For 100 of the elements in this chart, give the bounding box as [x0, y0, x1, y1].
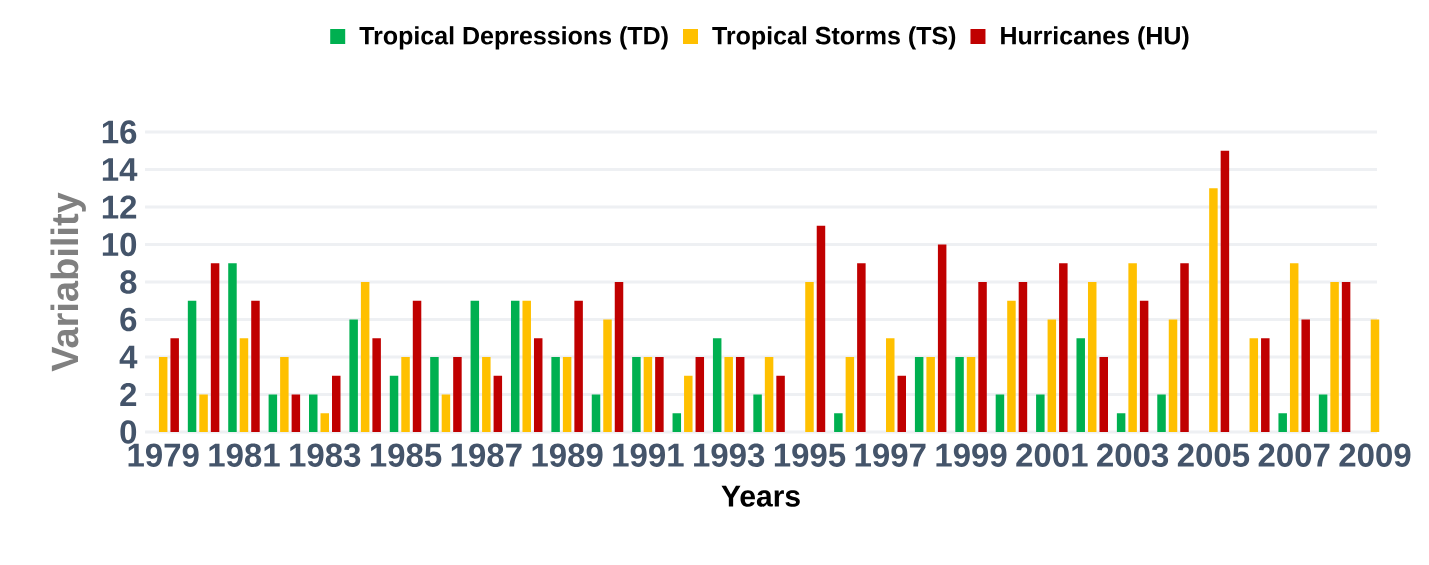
- bar: [1157, 394, 1166, 432]
- bar: [603, 319, 612, 432]
- bar: [320, 413, 329, 432]
- bar: [1076, 338, 1085, 432]
- x-tick-label: 1997: [855, 443, 926, 467]
- x-tick-label: 1993: [694, 443, 765, 467]
- x-axis-title: Years: [721, 485, 800, 507]
- bar: [360, 282, 370, 432]
- bar: [978, 282, 987, 432]
- bar: [672, 413, 682, 432]
- y-axis-title: Variability: [50, 192, 86, 372]
- legend-label: Tropical Storms (TS): [712, 26, 956, 50]
- bar: [1007, 300, 1016, 432]
- bar: [1128, 263, 1137, 432]
- bar: [845, 357, 855, 432]
- bar: [955, 357, 964, 432]
- bar: [412, 300, 422, 432]
- bar: [937, 244, 947, 432]
- bar: [199, 394, 208, 432]
- bar: [897, 375, 907, 432]
- bar: [493, 375, 503, 432]
- x-tick-label: 1979: [128, 443, 199, 467]
- y-tick-label: 8: [120, 270, 137, 294]
- x-tick-label: 1983: [290, 443, 361, 467]
- bar: [914, 357, 924, 432]
- x-tick-label: 2005: [1177, 443, 1250, 467]
- bar: [1330, 282, 1339, 432]
- bar: [430, 357, 439, 432]
- bar: [591, 394, 601, 432]
- bar: [764, 357, 774, 432]
- bar: [1168, 319, 1178, 432]
- bar: [1059, 263, 1068, 432]
- bar: [753, 394, 762, 432]
- y-tick-label: 0: [120, 420, 137, 444]
- x-tick-label: 1999: [936, 443, 1007, 467]
- x-tick-label: 1995: [774, 443, 846, 467]
- bar: [1099, 357, 1108, 432]
- bar: [1341, 282, 1351, 432]
- bar: [562, 357, 572, 432]
- x-tick-label: 2007: [1258, 443, 1330, 467]
- x-tick-label: 1981: [209, 443, 280, 467]
- x-tick-label: 1987: [451, 443, 522, 467]
- bar: [834, 413, 843, 432]
- x-tick-label: 2003: [1097, 443, 1169, 467]
- bar: [482, 357, 491, 432]
- bar: [1047, 319, 1057, 432]
- bar: [574, 300, 583, 432]
- bar: [1087, 282, 1097, 432]
- legend-label: Tropical Depressions (TD): [359, 26, 668, 50]
- bar: [1301, 319, 1310, 432]
- x-tick-label: 2009: [1339, 443, 1411, 467]
- bar: [1116, 413, 1126, 432]
- bar: [1289, 263, 1299, 432]
- y-tick-label: 4: [119, 345, 138, 369]
- bar: [309, 394, 318, 432]
- bar: [401, 357, 410, 432]
- bar: [684, 375, 693, 432]
- bar: [632, 357, 641, 432]
- bar: [268, 394, 278, 432]
- bar: [522, 300, 531, 432]
- bar: [857, 263, 866, 432]
- bar: [886, 338, 895, 432]
- bar: [1036, 394, 1045, 432]
- x-tick-label: 1989: [532, 443, 603, 467]
- bar: [712, 338, 722, 432]
- bar: [966, 357, 976, 432]
- bar: [453, 357, 462, 432]
- bar: [1220, 150, 1230, 432]
- y-tick-label: 2: [120, 382, 137, 407]
- bar: [187, 300, 197, 432]
- bar: [228, 263, 237, 432]
- x-tick-label: 1985: [370, 443, 442, 467]
- bar: [291, 394, 301, 432]
- bar: [776, 375, 785, 432]
- bar: [1261, 338, 1270, 432]
- bar: [372, 338, 381, 432]
- bar: [1278, 413, 1287, 432]
- bar: [280, 357, 289, 432]
- bar: [926, 357, 935, 432]
- bar: [158, 357, 168, 432]
- bar: [1370, 319, 1380, 432]
- bar: [724, 357, 733, 432]
- bar: [210, 263, 220, 432]
- bar: [995, 394, 1005, 432]
- bar: [551, 357, 560, 432]
- legend-label: Hurricanes (HU): [1001, 26, 1189, 50]
- y-tick-label: 12: [102, 195, 137, 219]
- y-tick-label: 16: [102, 120, 137, 144]
- bar: [441, 394, 451, 432]
- bar: [1249, 338, 1259, 432]
- bar: [1180, 263, 1189, 432]
- bar: [805, 282, 814, 432]
- bar: [332, 375, 341, 432]
- bar: [695, 357, 705, 432]
- bar: [1139, 300, 1149, 432]
- bar: [816, 225, 826, 432]
- bar: [655, 357, 664, 432]
- bar: [349, 319, 358, 432]
- bar: [614, 282, 624, 432]
- x-tick-label: 1991: [613, 443, 684, 467]
